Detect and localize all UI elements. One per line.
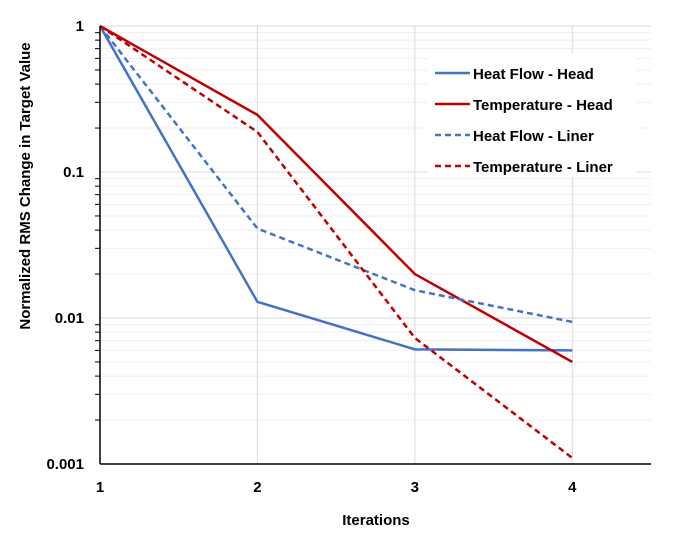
legend-bg — [428, 115, 636, 146]
legend-label: Temperature - Liner — [473, 159, 613, 176]
y-tick-label: 0.1 — [63, 164, 84, 181]
legend-bg — [428, 84, 636, 115]
x-axis-label: Iterations — [342, 512, 410, 529]
x-tick-label: 3 — [411, 479, 419, 496]
series-line-heat-flow-liner — [99, 25, 573, 324]
series-lines — [98, 24, 574, 459]
x-tick-label: 4 — [568, 479, 577, 496]
axes: 1 0.1 0.01 0.001 1 2 3 4 — [46, 18, 651, 496]
x-tick-label: 1 — [96, 479, 104, 496]
legend-bg — [428, 146, 636, 177]
y-tick-label: 0.001 — [46, 456, 84, 473]
series-line-temperature-head — [99, 24, 573, 364]
y-tick-label: 1 — [76, 18, 84, 35]
legend: Heat Flow - Head Temperature - Head Heat F… — [428, 53, 636, 177]
legend-label: Heat Flow - Liner — [473, 128, 594, 145]
y-tick-label: 0.01 — [55, 310, 84, 327]
y-axis-label: Normalized RMS Change in Target Value — [17, 42, 34, 329]
legend-bg — [428, 53, 636, 84]
series-line-heat-flow-head — [98, 25, 573, 352]
series-line-temperature-liner — [99, 24, 574, 459]
x-tick-label: 2 — [253, 479, 261, 496]
legend-label: Temperature - Head — [473, 97, 613, 114]
legend-label: Heat Flow - Head — [473, 66, 594, 83]
